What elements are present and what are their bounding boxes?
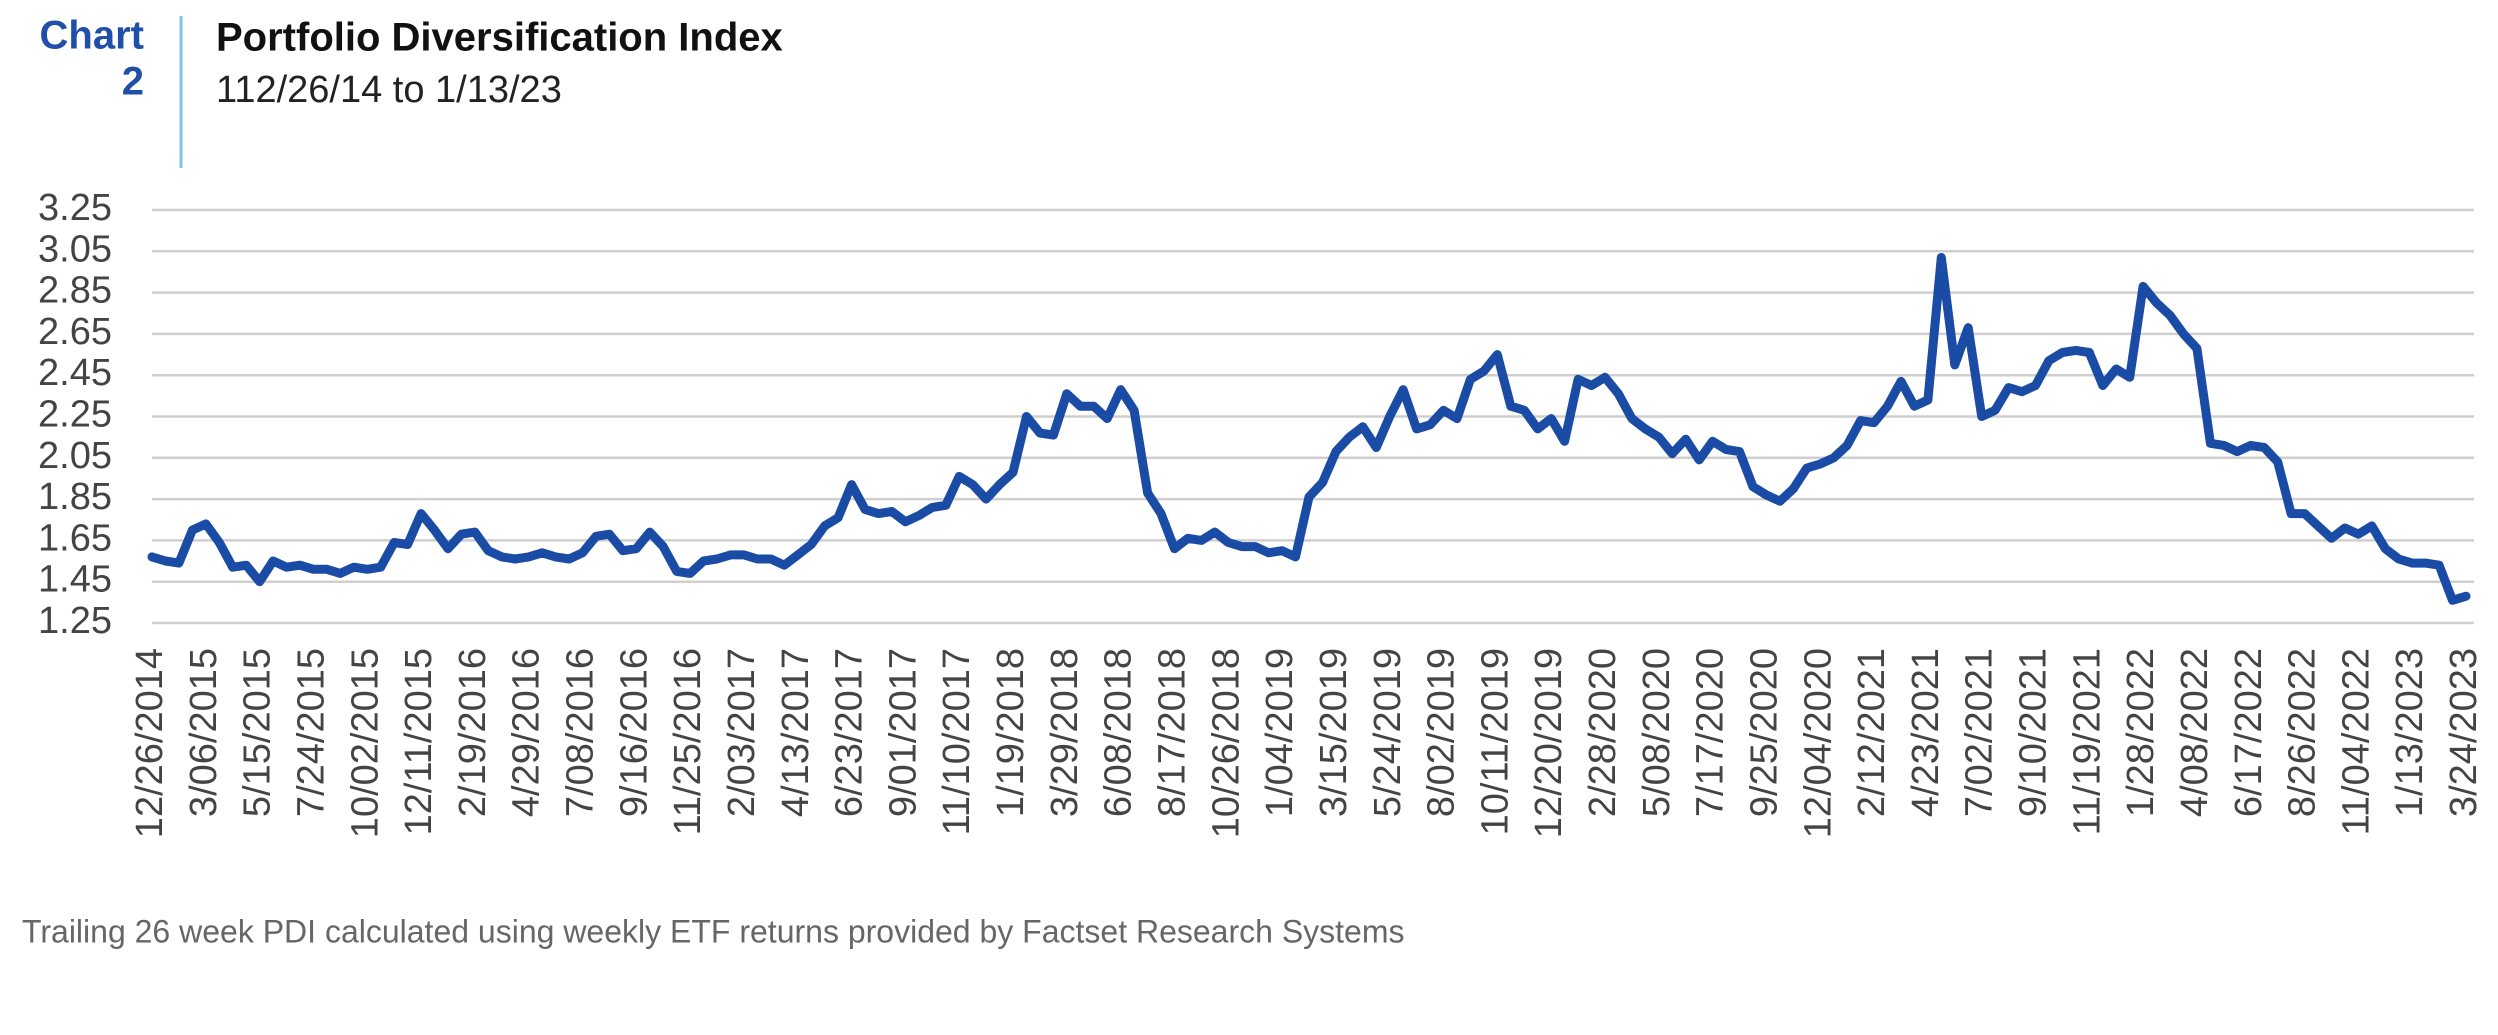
x-tick-label: 9/01/2017 — [882, 648, 924, 817]
x-tick-label: 10/26/2018 — [1205, 648, 1247, 838]
x-tick-label: 4/29/2016 — [506, 648, 548, 817]
x-tick-label: 12/20/2019 — [1528, 648, 1570, 838]
x-tick-label: 10/11/2019 — [1474, 648, 1516, 835]
chart-subtitle: 112/26/14 to 1/13/23 — [216, 69, 562, 111]
x-tick-label: 2/19/2016 — [452, 648, 494, 817]
x-tick-label: 11/04/2022 — [2335, 648, 2377, 835]
x-tick-label: 2/28/2020 — [1582, 648, 1624, 817]
x-tick-label: 6/23/2017 — [829, 648, 871, 817]
x-tick-label: 11/10/2017 — [936, 648, 978, 835]
data-line — [147, 253, 2471, 605]
x-tick-label: 6/08/2018 — [1098, 648, 1140, 817]
y-tick-label: 1.45 — [38, 559, 112, 601]
x-tick-label: 8/17/2018 — [1151, 648, 1193, 817]
x-tick-label: 12/26/2014 — [129, 648, 171, 838]
x-tick-label: 3/06/2015 — [183, 648, 225, 817]
y-tick-label: 2.45 — [38, 352, 112, 394]
y-tick-label: 2.65 — [38, 311, 112, 353]
y-tick-label: 1.65 — [38, 517, 112, 559]
x-tick-label: 10/02/2015 — [344, 648, 386, 838]
x-tick-label: 1/19/2018 — [990, 648, 1032, 817]
x-tick-label: 12/11/2015 — [398, 648, 440, 835]
x-tick-label: 5/08/2020 — [1636, 648, 1678, 817]
x-tick-label: 1/13/2023 — [2389, 648, 2431, 817]
x-tick-label: 7/24/2015 — [290, 648, 332, 817]
x-tick-label: 7/17/2020 — [1690, 648, 1732, 817]
y-tick-label: 2.25 — [38, 394, 112, 436]
x-tick-label: 3/24/2023 — [2443, 648, 2485, 817]
chart-label: Chart — [40, 14, 144, 58]
x-tick-label: 4/23/2021 — [1905, 648, 1947, 817]
x-tick-label: 4/08/2022 — [2174, 648, 2216, 817]
x-tick-label: 9/16/2016 — [613, 648, 655, 817]
x-tick-label: 3/29/2018 — [1044, 648, 1086, 817]
y-tick-label: 1.85 — [38, 476, 112, 518]
x-tick-label: 8/26/2022 — [2282, 648, 2324, 817]
x-tick-label: 9/10/2021 — [2013, 648, 2055, 817]
x-tick-label: 2/12/2021 — [1851, 648, 1893, 817]
x-tick-label: 5/24/2019 — [1367, 648, 1409, 817]
x-tick-label: 1/28/2022 — [2120, 648, 2162, 817]
x-tick-label: 4/13/2017 — [775, 648, 817, 817]
x-tick-label: 7/08/2016 — [560, 648, 602, 817]
x-tick-label: 3/15/2019 — [1313, 648, 1355, 817]
y-tick-label: 3.05 — [38, 228, 112, 270]
x-tick-label: 1/04/2019 — [1259, 648, 1301, 817]
chart-title: Portfolio Diversification Index — [216, 16, 783, 60]
y-tick-label: 2.85 — [38, 270, 112, 312]
y-tick-label: 1.25 — [38, 600, 112, 642]
y-tick-label: 2.05 — [38, 435, 112, 477]
x-tick-label: 11/25/2016 — [667, 648, 709, 835]
x-tick-label: 9/25/2020 — [1743, 648, 1785, 817]
x-tick-label: 12/04/2020 — [1797, 648, 1839, 838]
x-tick-label: 11/19/2021 — [2066, 648, 2108, 835]
footnote: Trailing 26 week PDI calculated using we… — [22, 913, 1405, 949]
y-tick-label: 3.25 — [38, 187, 112, 229]
x-tick-label: 6/17/2022 — [2228, 648, 2270, 817]
x-tick-label: 8/02/2019 — [1421, 648, 1463, 817]
chart-number: 2 — [122, 60, 144, 104]
x-tick-label: 2/03/2017 — [721, 648, 763, 817]
x-tick-label: 7/02/2021 — [1959, 648, 2001, 817]
x-tick-label: 5/15/2015 — [237, 648, 279, 817]
